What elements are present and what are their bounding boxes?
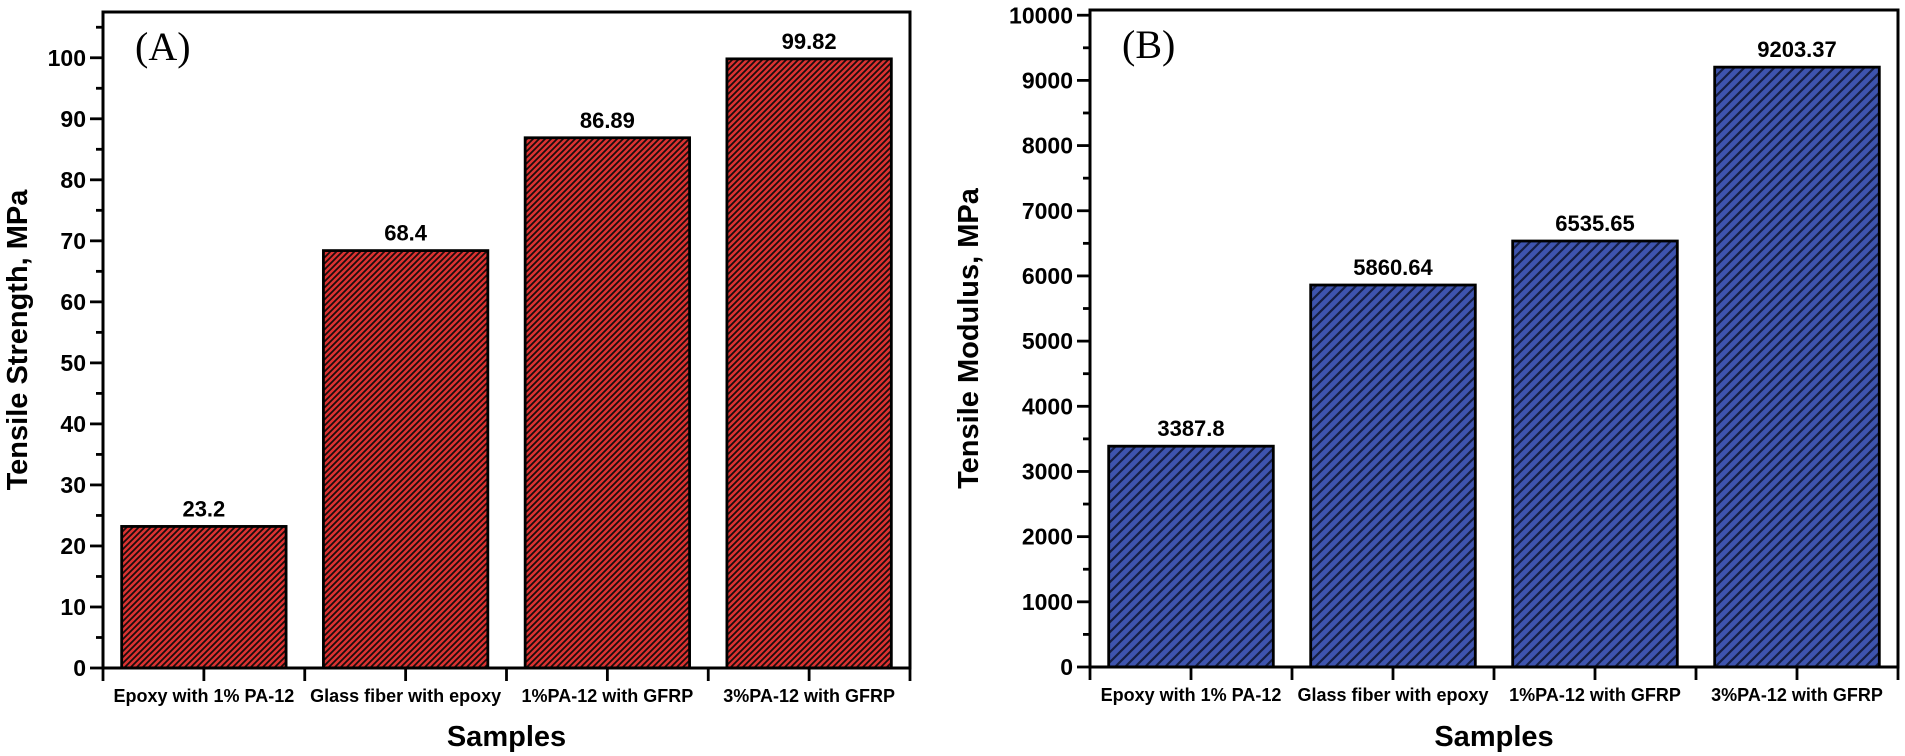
bar-value-label-0: 23.2 xyxy=(182,496,225,521)
x-tick-label-0: Epoxy with 1% PA-12 xyxy=(114,686,295,706)
bar-0 xyxy=(1107,444,1275,669)
y-tick-label-8: 80 xyxy=(60,167,86,193)
y-tick-label-7: 70 xyxy=(60,228,86,254)
bar-value-label-2: 6535.65 xyxy=(1555,211,1635,236)
y-tick-label-0: 0 xyxy=(73,655,86,681)
bar-3 xyxy=(725,57,893,670)
x-axis-title: Samples xyxy=(447,721,566,753)
y-tick-label-6: 6000 xyxy=(1022,263,1073,289)
bar-2 xyxy=(523,136,691,670)
x-axis-title: Samples xyxy=(1434,721,1553,753)
y-tick-label-1: 1000 xyxy=(1022,589,1073,615)
bar-value-label-1: 68.4 xyxy=(384,221,428,246)
y-tick-label-5: 5000 xyxy=(1022,328,1073,354)
y-tick-label-7: 7000 xyxy=(1022,198,1073,224)
tensile-modulus-bar-chart: 3387.8 Epoxy with 1% PA-12 5860.64 Glass fi… xyxy=(953,2,1900,753)
axis-ticks xyxy=(1077,13,1900,680)
y-tick-label-2: 20 xyxy=(60,533,86,559)
bars-group xyxy=(120,57,893,670)
y-tick-label-3: 3000 xyxy=(1022,459,1073,485)
bar-2 xyxy=(1511,239,1679,669)
bar-value-label-0: 3387.8 xyxy=(1157,416,1224,441)
axis-ticks xyxy=(90,25,912,681)
y-tick-label-3: 30 xyxy=(60,472,86,498)
x-tick-label-0: Epoxy with 1% PA-12 xyxy=(1101,685,1282,705)
y-tick-label-4: 40 xyxy=(60,411,86,437)
y-axis-title: Tensile Strength, MPa xyxy=(2,189,34,491)
x-tick-label-3: 3%PA-12 with GFRP xyxy=(1711,685,1883,705)
bar-0 xyxy=(120,525,288,670)
bar-3 xyxy=(1713,65,1881,669)
y-tick-label-8: 8000 xyxy=(1022,133,1073,159)
x-tick-label-3: 3%PA-12 with GFRP xyxy=(723,686,895,706)
bar-value-label-3: 9203.37 xyxy=(1757,37,1837,62)
y-tick-label-0: 0 xyxy=(1060,654,1073,680)
y-tick-label-10: 100 xyxy=(48,45,86,71)
bar-1 xyxy=(322,249,490,670)
x-tick-label-2: 1%PA-12 with GFRP xyxy=(1509,685,1681,705)
y-tick-label-1: 10 xyxy=(60,594,86,620)
bar-value-label-3: 99.82 xyxy=(782,29,837,54)
x-tick-label-2: 1%PA-12 with GFRP xyxy=(522,686,694,706)
bar-1 xyxy=(1309,283,1477,669)
panel-letter: (B) xyxy=(1122,22,1175,67)
bar-value-label-1: 5860.64 xyxy=(1353,255,1433,280)
bars-group xyxy=(1107,65,1881,669)
y-tick-label-9: 90 xyxy=(60,106,86,132)
y-tick-label-9: 9000 xyxy=(1022,67,1073,93)
x-tick-label-1: Glass fiber with epoxy xyxy=(310,686,501,706)
y-axis-title: Tensile Modulus, MPa xyxy=(953,187,985,489)
tensile-strength-bar-chart: 23.2 Epoxy with 1% PA-12 68.4 Glass fiber w… xyxy=(2,10,912,753)
x-tick-label-1: Glass fiber with epoxy xyxy=(1297,685,1488,705)
y-tick-label-10: 10000 xyxy=(1009,2,1073,28)
y-tick-label-6: 60 xyxy=(60,289,86,315)
panel-letter: (A) xyxy=(135,24,191,69)
y-tick-label-5: 50 xyxy=(60,350,86,376)
y-tick-label-2: 2000 xyxy=(1022,524,1073,550)
y-tick-label-4: 4000 xyxy=(1022,393,1073,419)
panel-b-tensile-modulus: 3387.8 Epoxy with 1% PA-12 5860.64 Glass fi… xyxy=(952,0,1905,756)
bar-value-label-2: 86.89 xyxy=(580,108,635,133)
panel-a-tensile-strength: 23.2 Epoxy with 1% PA-12 68.4 Glass fiber w… xyxy=(0,0,952,756)
